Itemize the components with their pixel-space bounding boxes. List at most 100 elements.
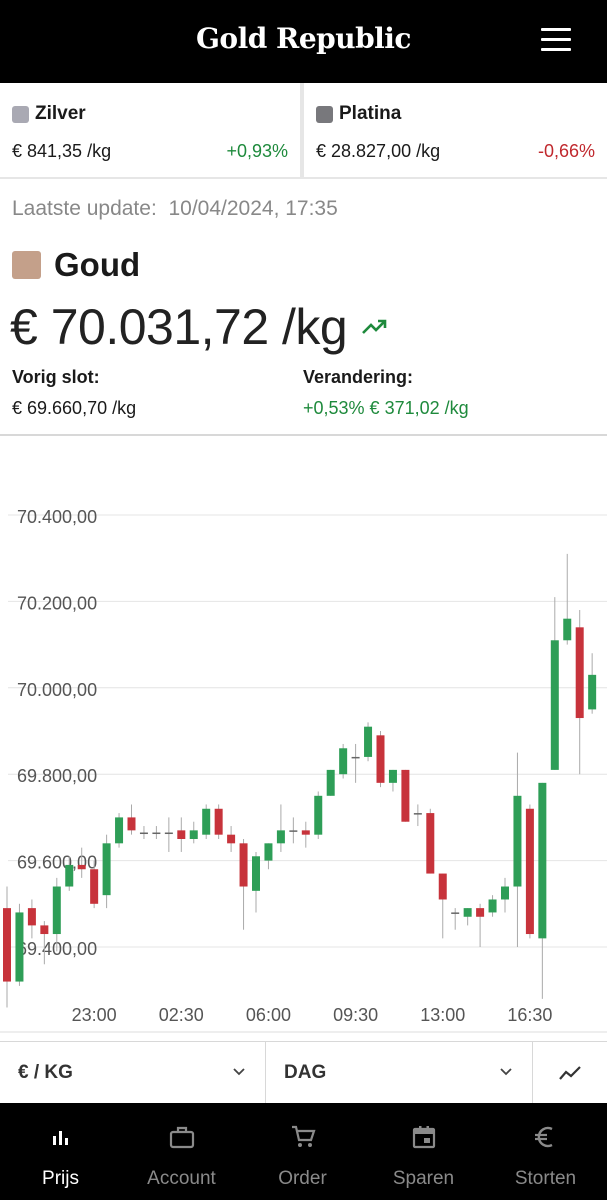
candle-body [202, 808, 211, 835]
hamburger-menu-icon[interactable] [541, 28, 571, 52]
trending-up-icon [362, 319, 387, 334]
last-update-value: 10/04/2024, 17:35 [168, 197, 338, 220]
metal-price: € 841,35 /kg [12, 141, 112, 161]
euro-icon [535, 1126, 553, 1148]
nav-label: Account [147, 1168, 216, 1189]
candle-body [152, 832, 161, 835]
nav-item-sparen[interactable]: Sparen [363, 1103, 484, 1200]
candle-body [525, 808, 534, 935]
candle-body [426, 813, 435, 874]
candle-body [177, 830, 186, 839]
metal-card-platina[interactable]: Platina € 28.827,00 /kg -0,66% [304, 83, 607, 177]
candle-body [575, 627, 584, 719]
candle-body [214, 808, 223, 835]
x-tick-label: 02:30 [159, 1005, 204, 1025]
gold-swatch [12, 251, 41, 279]
period-select-value: DAG [284, 1062, 327, 1083]
candle-body [77, 864, 86, 870]
gold-title: Goud [12, 246, 140, 284]
metal-change: +0,93% [226, 141, 288, 161]
candle-body [189, 830, 198, 839]
candle-body [15, 912, 24, 982]
x-tick-label: 06:00 [246, 1005, 291, 1025]
candle-body [301, 830, 310, 835]
chevron-down-icon [233, 1068, 245, 1076]
nav-item-order[interactable]: Order [242, 1103, 363, 1200]
x-tick-label: 23:00 [72, 1005, 117, 1025]
prev-close-value: € 69.660,70 /kg [12, 398, 137, 418]
candle-body [438, 873, 447, 900]
metal-name: Zilver [35, 103, 86, 124]
candle-body [27, 908, 36, 926]
candle-body [364, 726, 373, 757]
candle-body [276, 830, 285, 844]
candle-body [90, 869, 99, 904]
candle-body [513, 795, 522, 887]
candle-body [563, 618, 572, 641]
metal-card-zilver[interactable]: Zilver € 841,35 /kg +0,93% [0, 83, 300, 177]
unit-select[interactable]: € / KG [0, 1042, 265, 1104]
silver-swatch [12, 105, 29, 123]
y-tick-label: 70.200,00 [17, 593, 97, 613]
candle-body [388, 769, 397, 783]
x-tick-label: 16:30 [507, 1005, 552, 1025]
y-tick-label: 70.400,00 [17, 507, 97, 527]
control-separator [532, 1041, 533, 1103]
x-tick-label: 09:30 [333, 1005, 378, 1025]
section-divider [0, 434, 607, 436]
y-tick-label: 69.800,00 [17, 766, 97, 786]
candle-body [401, 769, 410, 822]
chevron-down-icon [500, 1068, 512, 1076]
candle-body [264, 843, 273, 861]
candle-body [476, 908, 485, 917]
nav-label: Storten [514, 1168, 577, 1189]
candle-body [376, 735, 385, 783]
candle-body [538, 782, 547, 939]
brand-logo: Gold Republic [196, 22, 411, 55]
candle-body [413, 813, 422, 815]
period-select[interactable]: DAG [266, 1042, 532, 1104]
candle-body [314, 795, 323, 835]
candle-body [40, 925, 49, 935]
unit-select-value: € / KG [18, 1062, 73, 1083]
nav-item-account[interactable]: Account [121, 1103, 242, 1200]
nav-label: Prijs [42, 1168, 79, 1189]
nav-label: Sparen [392, 1168, 455, 1189]
change-label: Verandering: [303, 367, 414, 387]
candle-body [289, 830, 298, 832]
calendar-icon [412, 1126, 436, 1149]
candle-body [115, 817, 124, 844]
y-tick-label: 70.000,00 [17, 680, 97, 700]
nav-item-prijs[interactable]: Prijs [0, 1103, 121, 1200]
gold-name: Goud [54, 246, 141, 283]
candle-body [127, 817, 136, 831]
candle-body [52, 886, 61, 935]
last-update-label: Laatste update: [12, 197, 157, 220]
platinum-swatch [316, 105, 333, 123]
control-separator [265, 1041, 266, 1103]
cart-icon [292, 1125, 316, 1147]
candle-body [252, 856, 260, 891]
metal-price: € 28.827,00 /kg [316, 141, 441, 161]
briefcase-icon [169, 1126, 195, 1149]
price-chart[interactable]: 69.400,0069.600,0069.800,0070.000,0070.2… [0, 470, 607, 1040]
candle-body [3, 908, 11, 982]
prev-close-label: Vorig slot: [12, 367, 100, 387]
y-tick-label: 69.600,00 [17, 853, 97, 873]
candle-body [339, 748, 348, 775]
candle-body [65, 864, 74, 887]
candle-body [139, 832, 148, 835]
x-tick-label: 13:00 [420, 1005, 465, 1025]
nav-item-storten[interactable]: Storten [484, 1103, 607, 1200]
candle-body [102, 843, 111, 896]
bar-chart-icon [53, 1131, 68, 1145]
gold-price-value: € 70.031,72 /kg [10, 299, 348, 355]
candle-body [501, 886, 509, 900]
line-chart-icon [559, 1066, 581, 1080]
bottom-nav: Prijs Account Order Sparen Storten [0, 1103, 607, 1200]
candle-body [326, 769, 335, 796]
candle-body [463, 908, 472, 917]
chart-type-button[interactable] [533, 1042, 607, 1104]
candle-body [164, 832, 173, 835]
metals-strip: Zilver € 841,35 /kg +0,93% Platina € 28.… [0, 83, 607, 179]
